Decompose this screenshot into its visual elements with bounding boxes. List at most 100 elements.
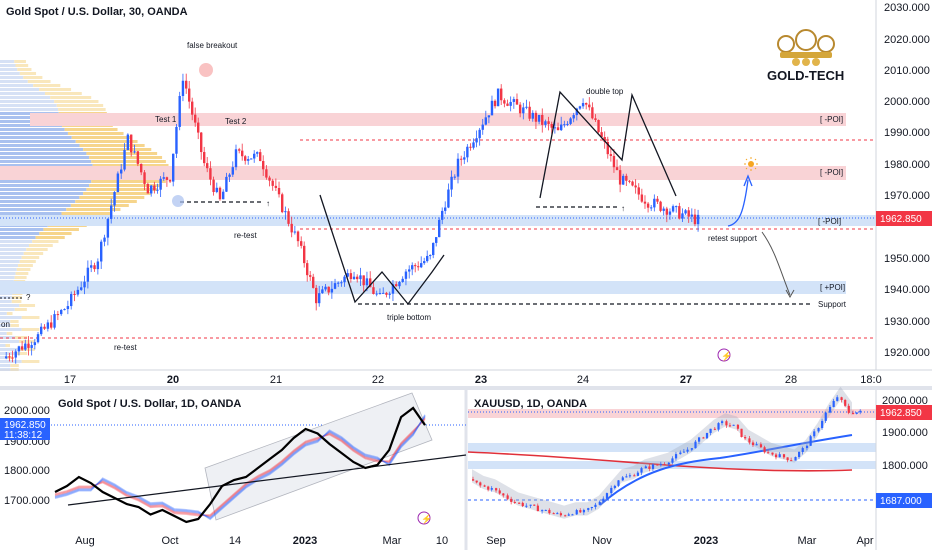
br-candle-body — [644, 466, 647, 469]
candle-body — [231, 167, 234, 175]
br-price-badge — [876, 405, 932, 420]
br-candle-body — [552, 513, 555, 515]
volume-bar — [0, 276, 15, 279]
candle-body — [241, 150, 244, 157]
br-candle-body — [809, 436, 812, 446]
br-candle-body — [755, 444, 758, 446]
candle-body — [484, 117, 488, 125]
retest-label-2: re-test — [114, 343, 137, 352]
candle-body — [591, 107, 594, 119]
br-candle-body — [495, 488, 498, 491]
br-candle-body — [801, 448, 804, 452]
br-candle-body — [659, 464, 663, 466]
candle-body — [250, 158, 253, 160]
candle-body — [481, 124, 484, 130]
projection-down-arrow — [761, 231, 791, 296]
candle-body — [11, 357, 14, 359]
candle-body — [318, 293, 321, 304]
candle-body — [388, 293, 391, 295]
br-candle-body — [636, 472, 640, 476]
candle-body — [194, 114, 197, 123]
volume-bar — [0, 148, 84, 151]
br-candle-body — [663, 464, 666, 466]
lightning-icon[interactable]: ⚡ — [717, 348, 732, 362]
bl-ribbon-line — [54, 414, 426, 521]
br-candle-body — [487, 486, 490, 490]
candle-body — [36, 334, 40, 343]
br-candle-body — [640, 468, 643, 473]
volume-bar — [21, 256, 40, 259]
candle-body — [136, 151, 140, 164]
candle-body — [566, 123, 569, 125]
volume-bar — [91, 180, 166, 183]
volume-bar — [43, 228, 79, 231]
candle-body — [315, 287, 318, 304]
br-candle-body — [705, 432, 709, 439]
volume-bar — [35, 236, 65, 239]
candle-body — [352, 276, 356, 280]
candle-body — [681, 213, 684, 219]
volume-bar — [0, 128, 65, 131]
candle-body — [560, 124, 563, 131]
arrow-head-icon — [785, 289, 795, 299]
br-candle-body — [844, 400, 847, 406]
volume-bar — [0, 236, 36, 239]
candle-body — [284, 211, 287, 213]
br-candle-body — [502, 493, 505, 496]
candle-body — [191, 101, 194, 115]
br-candle-body — [633, 475, 636, 477]
candle-body — [281, 194, 284, 213]
volume-bar — [15, 272, 29, 275]
volume-bar — [0, 256, 22, 259]
br-x-axis[interactable]: Sep Nov 2023 Mar Apr — [486, 535, 874, 547]
candle-body — [225, 176, 228, 192]
candle-body — [382, 292, 385, 294]
volume-bar — [0, 108, 59, 111]
pane-divider — [0, 386, 932, 390]
volume-bar — [6, 312, 13, 315]
candle-body — [478, 129, 481, 139]
volume-bar — [0, 352, 15, 355]
br-candle-body — [763, 447, 766, 453]
volume-bar — [71, 136, 131, 139]
logo-text: GOLD-TECH — [767, 68, 844, 83]
candle-body — [290, 223, 293, 233]
candle-body — [550, 123, 553, 128]
candle-body — [490, 100, 494, 116]
retest-support-label: retest support — [708, 234, 758, 243]
main-x-tick-label: 23 — [475, 374, 487, 386]
candle-body — [429, 255, 432, 257]
candle-body — [522, 107, 525, 114]
candle-body — [671, 206, 675, 212]
bl-ma-ribbon — [54, 414, 426, 521]
false-breakout-marker — [199, 63, 213, 77]
volume-bar — [19, 304, 36, 307]
main-x-axis[interactable]: 17 20 21 22 23 24 27 28 18:0 — [64, 374, 882, 386]
candle-body — [303, 245, 306, 264]
br-y-axis[interactable]: 2000.000 1900.000 1800.000 — [882, 395, 928, 472]
lightning-icon[interactable]: ⚡ — [417, 511, 432, 525]
br-candle-body — [544, 509, 547, 511]
candle-body — [404, 271, 408, 279]
up-arrow-icon: ↑ — [266, 199, 270, 208]
candle-body — [534, 112, 538, 122]
bl-x-axis[interactable]: Aug Oct 14 2023 Mar 10 — [75, 535, 448, 547]
br-x-tick-label: Mar — [798, 535, 817, 547]
candle-body — [5, 356, 8, 359]
br-candle-body — [621, 477, 624, 481]
main-y-axis[interactable]: 2030.000 2020.000 2010.000 2000.000 1990.000… — [884, 2, 930, 359]
candle-body — [56, 314, 60, 316]
bl-x-tick-label: Mar — [383, 535, 402, 547]
candle-body — [130, 134, 133, 153]
volume-bar — [17, 68, 32, 71]
br-candle-body — [564, 515, 567, 517]
candle-body — [547, 121, 550, 124]
candle-body — [17, 346, 21, 352]
candle-body — [123, 149, 126, 170]
br-candle-body — [472, 479, 475, 481]
volume-bar — [0, 264, 19, 267]
candle-body — [588, 104, 591, 108]
volume-bar — [0, 116, 60, 119]
